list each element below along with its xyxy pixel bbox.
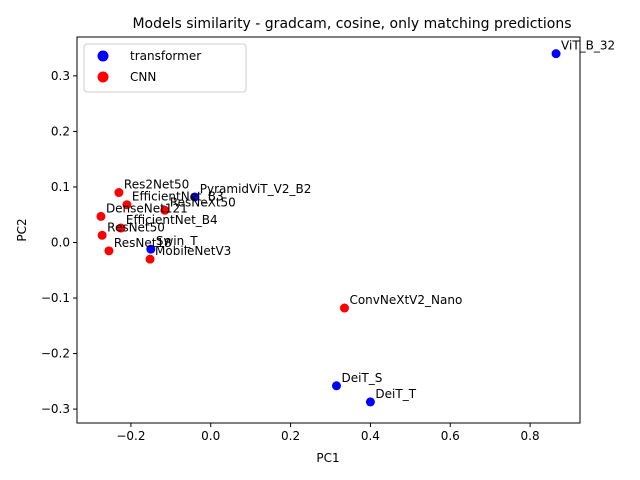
data-point — [145, 254, 155, 264]
legend-marker — [97, 71, 109, 83]
data-point — [339, 303, 349, 313]
x-tick-label: 0.8 — [521, 429, 540, 443]
data-point — [146, 244, 156, 254]
plot-area: −0.2 0.0 0.2 0.4 0.6 0.8 −0.3 −0.2 −0.1 0.0 0.1 0.… — [41, 36, 615, 443]
data-point — [104, 246, 114, 256]
point-label: ViT_B_32 — [561, 39, 615, 53]
legend-box — [83, 43, 247, 93]
x-tick-label: 0.6 — [441, 429, 460, 443]
y-tick-label: 0.3 — [51, 69, 70, 83]
point-label: ResNeXt50 — [170, 195, 236, 209]
data-point — [331, 381, 341, 391]
y-tick-label: −0.3 — [41, 402, 70, 416]
data-point — [97, 230, 107, 240]
point-label: ResNet50 — [107, 220, 165, 234]
y-tick-label: −0.2 — [41, 347, 70, 361]
y-tick-label: 0.2 — [51, 124, 70, 138]
data-point — [114, 188, 124, 198]
x-tick-label: 0.2 — [281, 429, 300, 443]
x-tick-label: 0.4 — [361, 429, 380, 443]
data-point — [160, 205, 170, 215]
x-axis-label: PC1 — [316, 451, 339, 465]
legend-label: CNN — [130, 70, 156, 84]
legend-marker — [97, 50, 109, 62]
point-labels: ViT_B_32 PyramidViT_V2_B2 Swin_T DeiT_S DeiT… — [106, 39, 615, 401]
x-axis: −0.2 0.0 0.2 0.4 0.6 0.8 — [116, 423, 540, 443]
point-label: Res2Net50 — [124, 178, 189, 192]
plot-frame — [76, 36, 581, 424]
y-tick-label: 0.1 — [51, 180, 70, 194]
y-axis-label: PC2 — [15, 218, 29, 241]
data-point — [190, 192, 200, 202]
data-point — [122, 200, 132, 210]
point-label: DenseNet121 — [106, 201, 188, 215]
x-tick-label: −0.2 — [116, 429, 145, 443]
point-label: Swin_T — [156, 234, 198, 248]
y-tick-label: −0.1 — [41, 291, 70, 305]
data-point — [96, 211, 106, 221]
point-label: DeiT_S — [341, 371, 382, 385]
y-tick-label: 0.0 — [51, 235, 70, 249]
point-label: EfficientNet_B3 — [132, 190, 224, 204]
point-label: DeiT_T — [375, 387, 416, 401]
y-axis: −0.3 −0.2 −0.1 0.0 0.1 0.2 0.3 — [41, 69, 77, 416]
legend-label: transformer — [130, 49, 201, 63]
point-label: EfficientNet_B4 — [126, 213, 218, 227]
data-point — [551, 49, 561, 59]
chart-title: Models similarity - gradcam, cosine, onl… — [132, 16, 571, 32]
point-label: ConvNeXtV2_Nano — [349, 293, 462, 307]
x-tick-label: 0.0 — [201, 429, 220, 443]
data-point — [365, 397, 375, 407]
point-label: ResNet18 — [114, 236, 172, 250]
data-points — [96, 49, 561, 407]
legend: transformer CNN — [83, 43, 247, 93]
point-label: MobileNetV3 — [155, 244, 231, 258]
point-label: PyramidViT_V2_B2 — [200, 182, 312, 196]
data-point — [116, 223, 126, 233]
